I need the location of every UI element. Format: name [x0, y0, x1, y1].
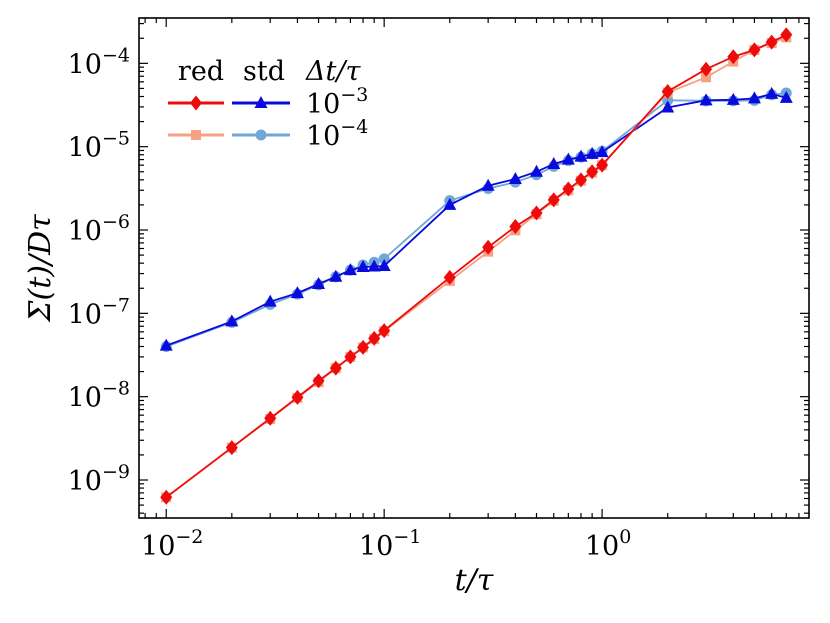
y-tick-labels: 10−9 10−8 10−7 10−6 10−5 10−4 — [68, 44, 130, 497]
legend-dt-label: 10−3 — [306, 84, 368, 120]
data-point — [443, 269, 456, 285]
data-point — [264, 410, 277, 426]
data-point — [357, 339, 370, 355]
data-point — [378, 253, 390, 265]
data-point — [661, 100, 675, 113]
data-point — [547, 192, 560, 208]
plot-frame — [138, 17, 810, 519]
data-point — [747, 91, 761, 104]
data-point — [574, 172, 587, 188]
data-point — [748, 42, 761, 58]
data-point — [160, 489, 173, 505]
data-point — [596, 157, 609, 173]
data-point — [159, 338, 173, 351]
y-tick-label: 10−9 — [68, 461, 130, 497]
data-point — [586, 164, 599, 180]
legend-header-red: red — [178, 56, 224, 87]
y-tick-label: 10−5 — [68, 128, 130, 164]
data-point — [726, 92, 740, 105]
data-point — [727, 49, 740, 65]
data-point — [562, 181, 575, 197]
data-point — [700, 61, 713, 77]
data-point — [329, 269, 343, 282]
y-tick-label: 10−6 — [68, 211, 130, 247]
ticks-layer — [139, 18, 809, 518]
data-point — [699, 93, 713, 106]
legend-header-dt: Δt/τ — [305, 56, 361, 87]
data-point — [443, 197, 457, 210]
y-tick-label: 10−8 — [68, 378, 130, 414]
data-point — [225, 314, 239, 327]
x-tick-label: 10−1 — [359, 526, 421, 562]
legend-marker-red — [191, 130, 201, 140]
data-point — [312, 276, 326, 289]
data-point — [585, 146, 599, 159]
y-tick-label: 10−4 — [68, 44, 130, 80]
legend-header-std: std — [243, 56, 285, 87]
data-point — [481, 178, 495, 191]
data-point — [509, 219, 522, 235]
data-point — [344, 349, 357, 365]
data-point — [482, 239, 495, 255]
data-point — [529, 164, 543, 177]
y-tick-label: 10−7 — [68, 294, 130, 330]
x-axis-label: t/τ — [455, 563, 494, 598]
data-point — [225, 440, 238, 456]
data-point — [561, 152, 575, 165]
data-point — [329, 360, 342, 376]
data-point — [595, 145, 609, 158]
series-red-3 — [160, 27, 793, 505]
data-point — [343, 263, 357, 276]
legend: red std Δt/τ 10−310−4 — [168, 56, 368, 152]
data-point — [367, 259, 381, 272]
data-point — [574, 149, 588, 162]
data-point — [377, 258, 391, 271]
data-point — [765, 34, 778, 50]
legend-marker-std — [254, 96, 268, 108]
data-point — [547, 156, 561, 169]
legend-marker-std — [255, 129, 267, 141]
data-point — [765, 86, 779, 99]
data-point — [530, 205, 543, 221]
data-point — [508, 171, 522, 184]
data-point — [312, 373, 325, 389]
series-std-1 — [159, 86, 793, 351]
data-point — [368, 330, 381, 346]
data-point — [780, 27, 793, 43]
legend-marker-red — [190, 95, 202, 111]
data-point — [356, 259, 370, 272]
y-axis-label: Σ(t)/Dτ — [23, 214, 58, 323]
data-point — [779, 90, 793, 103]
data-point — [290, 286, 304, 299]
data-point — [263, 294, 277, 307]
data-point — [378, 323, 391, 339]
data-point — [661, 83, 674, 99]
x-tick-label: 10−2 — [141, 526, 203, 562]
plot-background — [139, 18, 809, 518]
data-point — [291, 389, 304, 405]
legend-dt-label: 10−4 — [306, 116, 368, 152]
x-tick-label: 100 — [585, 526, 631, 562]
data-point — [701, 72, 712, 83]
legend-entries: 10−310−4 — [168, 84, 368, 152]
x-tick-labels: 10−2 10−1 100 — [141, 526, 631, 562]
series-layer — [159, 27, 793, 505]
